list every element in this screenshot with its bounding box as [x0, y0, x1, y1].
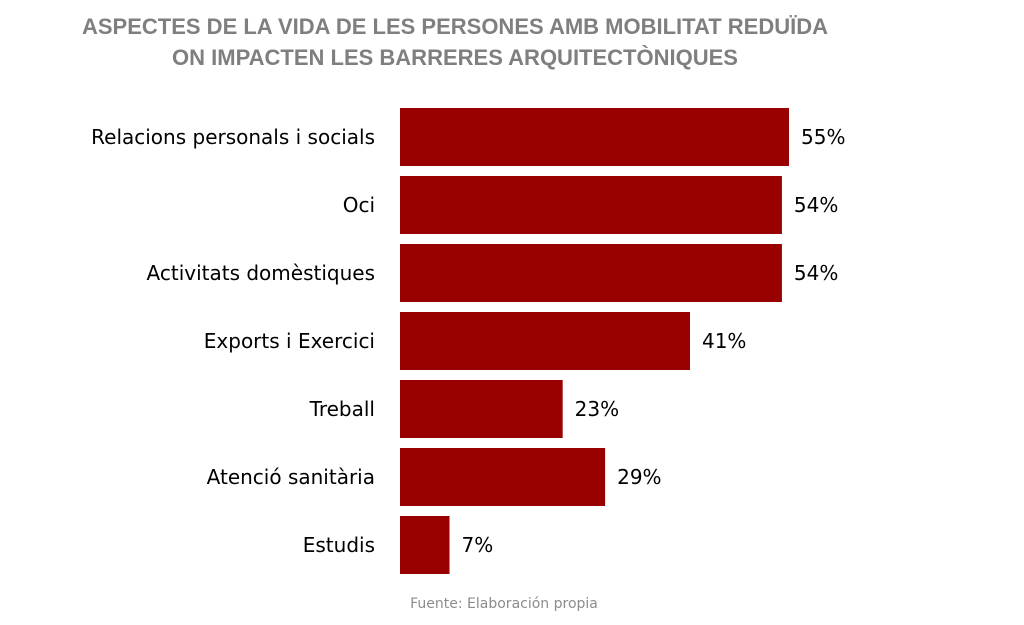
- value-label-2: 54%: [794, 261, 838, 285]
- bar-4: [400, 380, 563, 438]
- category-label-5: Atenció sanitària: [207, 465, 375, 489]
- value-label-0: 55%: [801, 125, 845, 149]
- value-labels-group: 55% 54% 54% 41% 23% 29% 7%: [462, 125, 846, 557]
- category-label-6: Estudis: [303, 533, 375, 557]
- bar-3: [400, 312, 690, 370]
- chart-title-line-1: ASPECTES DE LA VIDA DE LES PERSONES AMB …: [82, 14, 828, 39]
- category-label-1: Oci: [343, 193, 375, 217]
- chart-title-line-2: ON IMPACTEN LES BARRERES ARQUITECTÒNIQUE…: [172, 45, 738, 70]
- bar-6: [400, 516, 450, 574]
- bars-group: [400, 108, 789, 574]
- chart-title: ASPECTES DE LA VIDA DE LES PERSONES AMB …: [82, 14, 828, 70]
- value-label-5: 29%: [617, 465, 661, 489]
- category-labels-group: Relacions personals i socials Oci Activita…: [91, 125, 375, 557]
- category-label-2: Activitats domèstiques: [147, 261, 375, 285]
- value-label-1: 54%: [794, 193, 838, 217]
- bar-5: [400, 448, 606, 506]
- bar-2: [400, 244, 782, 302]
- bar-1: [400, 176, 782, 234]
- source-note: Fuente: Elaboración propia: [410, 596, 598, 612]
- category-label-0: Relacions personals i socials: [91, 125, 375, 149]
- value-label-3: 41%: [702, 329, 746, 353]
- value-label-4: 23%: [575, 397, 619, 421]
- category-label-3: Exports i Exercici: [204, 329, 375, 353]
- value-label-6: 7%: [462, 533, 494, 557]
- category-label-4: Treball: [309, 397, 375, 421]
- bar-0: [400, 108, 789, 166]
